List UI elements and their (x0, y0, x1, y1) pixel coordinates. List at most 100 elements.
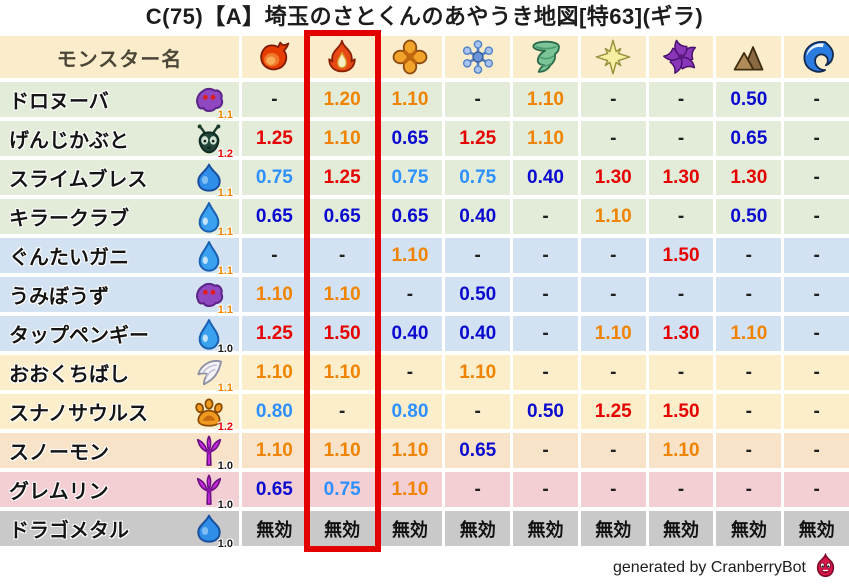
spark-icon (595, 39, 631, 75)
multiplier-cell: - (716, 433, 782, 468)
multiplier-cell: 1.50 (648, 394, 714, 429)
multiplier-cell: 1.25 (309, 160, 375, 195)
slime-face-icon (812, 552, 839, 579)
monster-name: スナノサウルス (9, 403, 148, 425)
waterdrop-icon (193, 200, 225, 233)
waterdrop-icon (193, 317, 225, 350)
monster-rate-badge: 1.0 (217, 537, 233, 550)
multiplier-cell: 1.10 (377, 238, 443, 273)
monster-name: おおくちばし (9, 364, 129, 386)
multiplier-cell: - (648, 472, 714, 507)
monster-rate-badge: 1.1 (217, 225, 233, 238)
multiplier-cell: - (716, 238, 782, 273)
multiplier-cell: - (648, 121, 714, 156)
multiplier-cell: - (784, 316, 849, 351)
element-header-cell-mera (242, 36, 307, 78)
multiplier-cell: - (513, 238, 578, 273)
monster-name-cell: ドロヌーバ 1.1 (0, 82, 239, 121)
multiplier-cell: 無効 (716, 511, 782, 546)
multiplier-cell: 1.10 (309, 355, 375, 390)
multiplier-cell: - (716, 394, 782, 429)
monster-name: ぐんたいガニ (9, 247, 129, 269)
monster-row: タップペンギー 1.0 1.25 1.50 0.40 0.40-1.10 1.30 1.10- (0, 316, 849, 355)
multiplier-cell: - (784, 238, 849, 273)
mountain-icon (731, 39, 767, 75)
multiplier-cell: 0.50 (716, 199, 782, 234)
element-header-cell-bagi (513, 36, 578, 78)
multiplier-cell: - (513, 355, 578, 390)
multiplier-cell: 1.10 (513, 121, 578, 156)
multiplier-cell: 無効 (445, 511, 511, 546)
multiplier-cell: - (784, 199, 849, 234)
multiplier-cell: 無効 (648, 511, 714, 546)
monster-name: キラークラブ (9, 208, 129, 230)
monster-rate-badge: 1.0 (217, 459, 233, 472)
multiplier-cell: - (445, 238, 511, 273)
multiplier-cell: - (784, 355, 849, 390)
multiplier-cell: 無効 (513, 511, 578, 546)
blob-icon (193, 278, 225, 311)
monster-row: ドラゴメタル 1.0 無効 無効 無効 無効 無効 無効 無効 無効 無効 (0, 511, 849, 550)
monster-name: ドロヌーバ (9, 91, 109, 113)
monster-name-cell: おおくちばし 1.1 (0, 355, 239, 394)
monster-row: スナノサウルス 1.2 0.80-0.80-0.50 1.25 1.50- - (0, 394, 849, 433)
monster-rate-badge: 1.2 (217, 420, 233, 433)
wave-icon (799, 39, 835, 75)
element-header-cell-dorma (648, 36, 714, 78)
footer: generated by CranberryBot (0, 550, 849, 583)
multiplier-cell: - (580, 433, 646, 468)
monster-rate-badge: 1.1 (217, 186, 233, 199)
monster-rate-badge: 1.2 (217, 147, 233, 160)
slime-icon (193, 512, 225, 545)
monster-name: ドラゴメタル (9, 520, 129, 542)
footer-credit: generated by CranberryBot (613, 559, 806, 576)
table-header-row: モンスター名 (0, 36, 849, 78)
monster-name-cell: タップペンギー 1.0 (0, 316, 239, 355)
monster-row: ぐんたいガニ 1.1- -1.10- - -1.50- - (0, 238, 849, 277)
multiplier-cell: 0.40 (445, 199, 511, 234)
multiplier-cell: 0.65 (716, 121, 782, 156)
element-header-cell-wave (784, 36, 849, 78)
slime-face-icon (812, 552, 839, 584)
tornado-icon (527, 39, 563, 75)
multiplier-cell: 1.50 (648, 238, 714, 273)
monster-table: モンスター名 ドロヌーバ 1.1-1.20 1.10-1.10- -0.50- げんじか… (0, 36, 849, 550)
monster-name: スライムブレス (9, 169, 148, 191)
monster-name: スノーモン (9, 442, 109, 464)
monster-row: うみぼうず 1.1 1.10 1.10-0.50- - - - - (0, 277, 849, 316)
monster-name-cell: げんじかぶと 1.2 (0, 121, 239, 160)
bug-icon (193, 122, 225, 155)
multiplier-cell: - (513, 277, 578, 312)
fireball-icon (256, 39, 292, 75)
multiplier-cell: - (648, 277, 714, 312)
multiplier-cell: - (648, 199, 714, 234)
multiplier-cell: 0.75 (445, 160, 511, 195)
waterdrop-icon (193, 239, 225, 272)
monster-name-header-cell: モンスター名 (0, 36, 239, 78)
multiplier-cell: 1.10 (309, 277, 375, 312)
multiplier-cell: - (648, 355, 714, 390)
monster-family-icon-wrap: 1.1 (193, 278, 233, 316)
trident-icon (193, 473, 225, 506)
monster-family-icon-wrap: 1.0 (193, 512, 233, 550)
wing-icon (193, 356, 225, 389)
element-header-cell-hyado (445, 36, 511, 78)
multiplier-cell: 0.40 (377, 316, 443, 351)
multiplier-cell: 無効 (784, 511, 849, 546)
monster-name: げんじかぶと (9, 130, 129, 152)
monster-rate-badge: 1.1 (217, 264, 233, 277)
multiplier-cell: - (513, 199, 578, 234)
multiplier-cell: 0.80 (377, 394, 443, 429)
monster-row: キラークラブ 1.1 0.65 0.65 0.65 0.40-1.10-0.50- (0, 199, 849, 238)
multiplier-cell: 1.10 (580, 316, 646, 351)
multiplier-cell: 0.65 (242, 199, 307, 234)
monster-name-cell: スノーモン 1.0 (0, 433, 239, 472)
multiplier-cell: - (716, 472, 782, 507)
multiplier-cell: - (580, 355, 646, 390)
monster-name-cell: スナノサウルス 1.2 (0, 394, 239, 433)
multiplier-cell: 1.25 (580, 394, 646, 429)
monster-row: おおくちばし 1.1 1.10 1.10-1.10- - - - - (0, 355, 849, 394)
multiplier-cell: 0.65 (309, 199, 375, 234)
monster-family-icon-wrap: 1.0 (193, 434, 233, 472)
multiplier-cell: - (580, 82, 646, 117)
